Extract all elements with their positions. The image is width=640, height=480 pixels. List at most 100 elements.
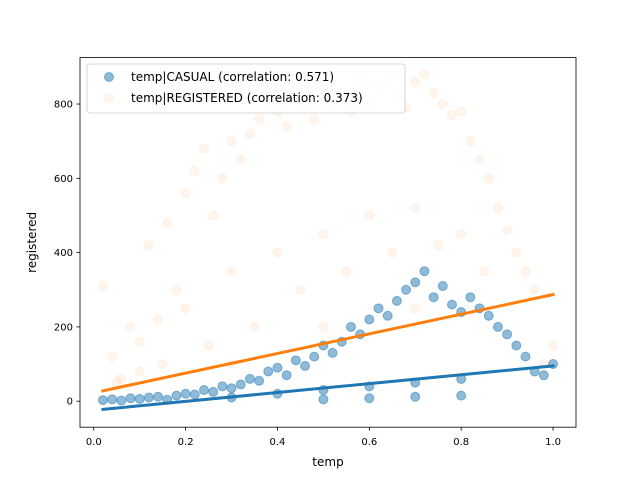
data-point <box>143 240 154 251</box>
data-point <box>134 366 145 377</box>
data-point <box>107 351 118 362</box>
data-point <box>203 340 214 351</box>
data-point <box>309 351 320 362</box>
data-point <box>180 388 191 399</box>
data-point <box>401 284 412 295</box>
data-point <box>520 266 531 277</box>
data-point <box>171 284 182 295</box>
data-point <box>437 281 448 292</box>
data-point <box>345 321 356 332</box>
data-point <box>428 292 439 303</box>
legend-box <box>86 63 406 114</box>
data-point <box>483 310 494 321</box>
data-point <box>364 393 375 404</box>
data-point <box>290 355 301 366</box>
data-point <box>447 299 457 310</box>
y-tick-label: 200 <box>54 322 73 333</box>
data-point <box>341 266 352 277</box>
data-point <box>157 359 168 370</box>
data-point <box>410 203 421 214</box>
data-point <box>189 389 200 400</box>
data-point <box>410 303 421 314</box>
trend-line <box>101 292 555 393</box>
data-point <box>419 266 430 277</box>
data-point <box>529 284 540 295</box>
data-point <box>226 136 237 147</box>
data-point <box>474 154 485 165</box>
data-point <box>226 383 237 394</box>
data-point <box>479 266 490 277</box>
data-point <box>107 394 118 405</box>
data-point <box>387 247 398 258</box>
data-point <box>309 113 320 124</box>
data-point <box>208 210 219 221</box>
data-point <box>456 390 467 401</box>
data-point <box>364 314 375 325</box>
data-point <box>97 281 108 292</box>
data-point <box>125 393 136 404</box>
data-point <box>116 395 127 406</box>
data-point <box>382 310 393 321</box>
data-point <box>391 295 402 306</box>
legend-label: temp|REGISTERED (correlation: 0.373) <box>131 91 363 105</box>
data-point <box>456 229 467 240</box>
x-axis-label: temp <box>312 455 343 469</box>
data-point <box>97 395 108 406</box>
x-tick-label: 1.0 <box>545 437 561 448</box>
data-point <box>492 203 503 214</box>
data-point <box>189 165 200 176</box>
data-point <box>538 370 549 381</box>
data-point <box>410 277 421 288</box>
data-point <box>153 314 164 325</box>
data-point <box>244 128 255 139</box>
data-point <box>548 340 559 351</box>
data-point <box>428 87 439 98</box>
data-point <box>410 391 421 402</box>
data-point <box>465 136 476 147</box>
data-point <box>272 247 283 258</box>
plot-area-frame <box>79 57 577 428</box>
y-tick-label: 0 <box>67 397 73 408</box>
data-point <box>511 247 522 258</box>
data-point <box>465 292 476 303</box>
y-tick-label: 400 <box>54 248 73 259</box>
legend-marker <box>104 93 114 103</box>
data-point <box>249 321 260 332</box>
data-point <box>254 113 265 124</box>
data-point <box>520 351 531 362</box>
x-axis: 0.0 0.2 0.4 0.6 0.8 1.0 <box>86 427 561 448</box>
y-axis: 0 200 400 600 800 <box>54 100 80 408</box>
data-point <box>373 303 384 314</box>
data-point <box>456 106 467 117</box>
y-tick-label: 600 <box>54 174 73 185</box>
data-point <box>502 225 513 236</box>
x-tick-label: 0.4 <box>270 437 286 448</box>
data-point <box>419 69 430 80</box>
data-point <box>208 386 219 397</box>
legend-label: temp|CASUAL (correlation: 0.571) <box>131 70 334 84</box>
y-tick-label: 800 <box>54 100 73 111</box>
data-point <box>171 390 182 401</box>
data-point <box>281 370 292 381</box>
data-point <box>199 385 209 396</box>
data-point <box>235 154 246 165</box>
data-point <box>162 217 173 228</box>
data-point <box>318 229 329 240</box>
data-point <box>217 381 228 392</box>
data-point <box>244 373 255 384</box>
data-point <box>217 173 228 184</box>
x-tick-label: 0.8 <box>453 437 469 448</box>
data-point <box>153 391 164 402</box>
data-point <box>272 362 283 373</box>
data-point <box>447 110 457 121</box>
data-point <box>180 303 191 314</box>
data-point <box>410 76 421 87</box>
data-point <box>116 373 127 384</box>
data-point <box>437 99 448 110</box>
data-point <box>300 360 311 371</box>
data-point <box>281 121 292 132</box>
data-point <box>433 240 444 251</box>
data-point <box>318 394 329 405</box>
data-point <box>199 143 209 154</box>
data-point <box>502 329 513 340</box>
